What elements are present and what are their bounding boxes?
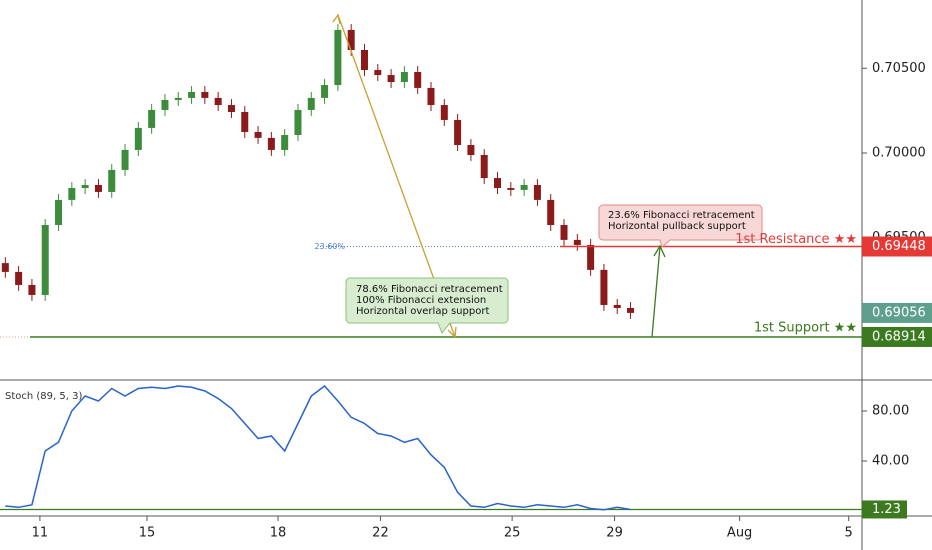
arrow-head [332,13,341,25]
candle-body [28,284,36,295]
candle-body [55,199,63,225]
y-tick-label: 80.00 [872,404,909,419]
x-tick-label: Aug [727,526,752,541]
candle-body [121,149,129,170]
candle-body [227,105,235,112]
x-tick-label: 25 [504,526,521,541]
candle-body [507,188,515,190]
indicator-badge [862,500,907,519]
x-tick-label: 11 [32,526,49,541]
candle-body [440,105,448,120]
y-tick-label: 0.70500 [872,61,926,76]
x-tick-label: 29 [606,526,623,541]
x-tick-label: 22 [372,526,389,541]
candle-body [533,185,541,200]
candle-body [387,75,395,82]
candle-body [307,97,315,110]
candle-body [254,131,262,138]
candle-body [108,169,116,192]
candle-body [627,307,635,313]
candle-body [454,119,462,146]
price-badge [862,236,932,257]
candle-body [587,244,595,270]
candle-body [134,127,142,150]
marks [0,24,862,338]
candle-body [347,29,355,50]
candle-body [214,97,222,106]
candle-body [560,224,568,240]
annotation-text: Horizontal pullback support [608,221,746,232]
candle-body [414,72,422,88]
arrow-head [653,244,666,258]
price-badge [862,326,932,347]
projection-arrow [651,245,661,338]
candle-body [148,109,156,128]
candle-body [15,271,23,285]
candle-body [520,185,528,190]
candle-body [494,178,502,189]
candle-body [1,263,9,272]
candle-body [360,49,368,70]
last-price-badge [862,302,932,323]
annotation-box [598,204,763,248]
level-name: 1st Resistance ★★ [735,232,857,247]
candle-body [188,91,196,98]
price-badge-label: 0.69448 [872,239,926,254]
candle-body [281,135,289,150]
candle-body [267,137,275,150]
last-price-label: 0.69056 [872,305,926,320]
candle-body [41,224,49,295]
candle-body [613,304,621,308]
arrow-head [447,326,457,339]
fib-label: 23.60% [314,242,345,251]
candle-body [68,188,76,200]
annotation-text: 23.6% Fibonacci retracement [608,210,755,221]
candle-body [174,97,182,100]
indicator-badge-label: 1.23 [872,502,901,517]
candle-body [161,99,169,110]
candle-body [334,29,342,86]
candle-body [321,85,329,98]
candle-body [600,269,608,305]
candle-body [294,109,302,136]
indicator-line [5,384,631,511]
annotation-text: 78.6% Fibonacci retracement [356,284,503,295]
candle-body [573,239,581,245]
candle-body [547,199,555,225]
candle-body [241,111,249,132]
price-badge-label: 0.68914 [872,329,926,344]
y-tick-label: 40.00 [872,454,909,469]
annotation-box [345,277,509,334]
annotation-text: Horizontal overlap support [356,306,489,317]
y-tick-label: 0.70000 [872,145,926,160]
indicator-title: Stoch (89, 5, 3) [5,391,82,402]
candle-body [201,91,209,98]
candle-body [400,72,408,82]
candle-body [467,145,475,156]
candle-body [94,185,102,192]
candle-body [374,69,382,76]
candle-body [480,155,488,179]
x-tick-label: 5 [845,526,853,541]
x-tick-label: 15 [139,526,156,541]
x-tick-label: 18 [270,526,287,541]
annotation-text: 100% Fibonacci extension [356,295,486,306]
level-name: 1st Support ★★ [754,320,857,335]
candle-body [81,185,89,189]
candle-body [427,87,435,106]
